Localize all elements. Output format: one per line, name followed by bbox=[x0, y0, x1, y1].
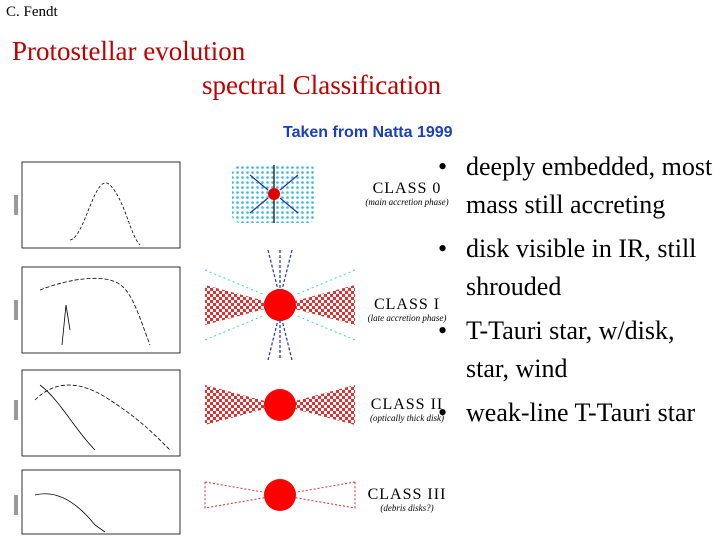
class-label: CLASS III (debris disks?) bbox=[352, 486, 462, 513]
class-phase: (late accretion phase) bbox=[367, 313, 447, 323]
class-label: CLASS I (late accretion phase) bbox=[352, 296, 462, 323]
bullet-list: deeply embedded, most mass still accreti… bbox=[432, 148, 717, 438]
author: C. Fendt bbox=[6, 4, 58, 20]
title-line: spectral Classification bbox=[202, 70, 442, 100]
bullet: T-Tauri star, w/disk, star, wind bbox=[432, 312, 717, 388]
class-phase: (main accretion phase) bbox=[365, 197, 449, 207]
class-label: CLASS II (optically thick disk) bbox=[352, 396, 462, 423]
class1-sketch bbox=[204, 249, 356, 361]
title-line: Protostellar evolution bbox=[12, 36, 246, 66]
class-phase: (debris disks?) bbox=[380, 503, 434, 513]
class0-sketch bbox=[232, 165, 316, 223]
class-label: CLASS 0 (main accretion phase) bbox=[352, 180, 462, 207]
bullet: disk visible in IR, still shrouded bbox=[432, 230, 717, 306]
sed-panels bbox=[21, 161, 181, 535]
sed-axis-marks bbox=[14, 195, 18, 515]
source: Taken from Natta 1999 bbox=[283, 124, 453, 141]
class-phase: (optically thick disk) bbox=[370, 413, 444, 423]
class-name: CLASS III bbox=[367, 486, 447, 503]
class-name: CLASS I bbox=[373, 296, 441, 313]
bullet: weak-line T-Tauri star bbox=[432, 394, 717, 432]
class-name: CLASS 0 bbox=[372, 180, 442, 197]
class2-sketch bbox=[205, 385, 355, 425]
class-name: CLASS II bbox=[370, 396, 444, 413]
bullet: deeply embedded, most mass still accreti… bbox=[432, 148, 717, 224]
class3-sketch bbox=[204, 479, 356, 511]
